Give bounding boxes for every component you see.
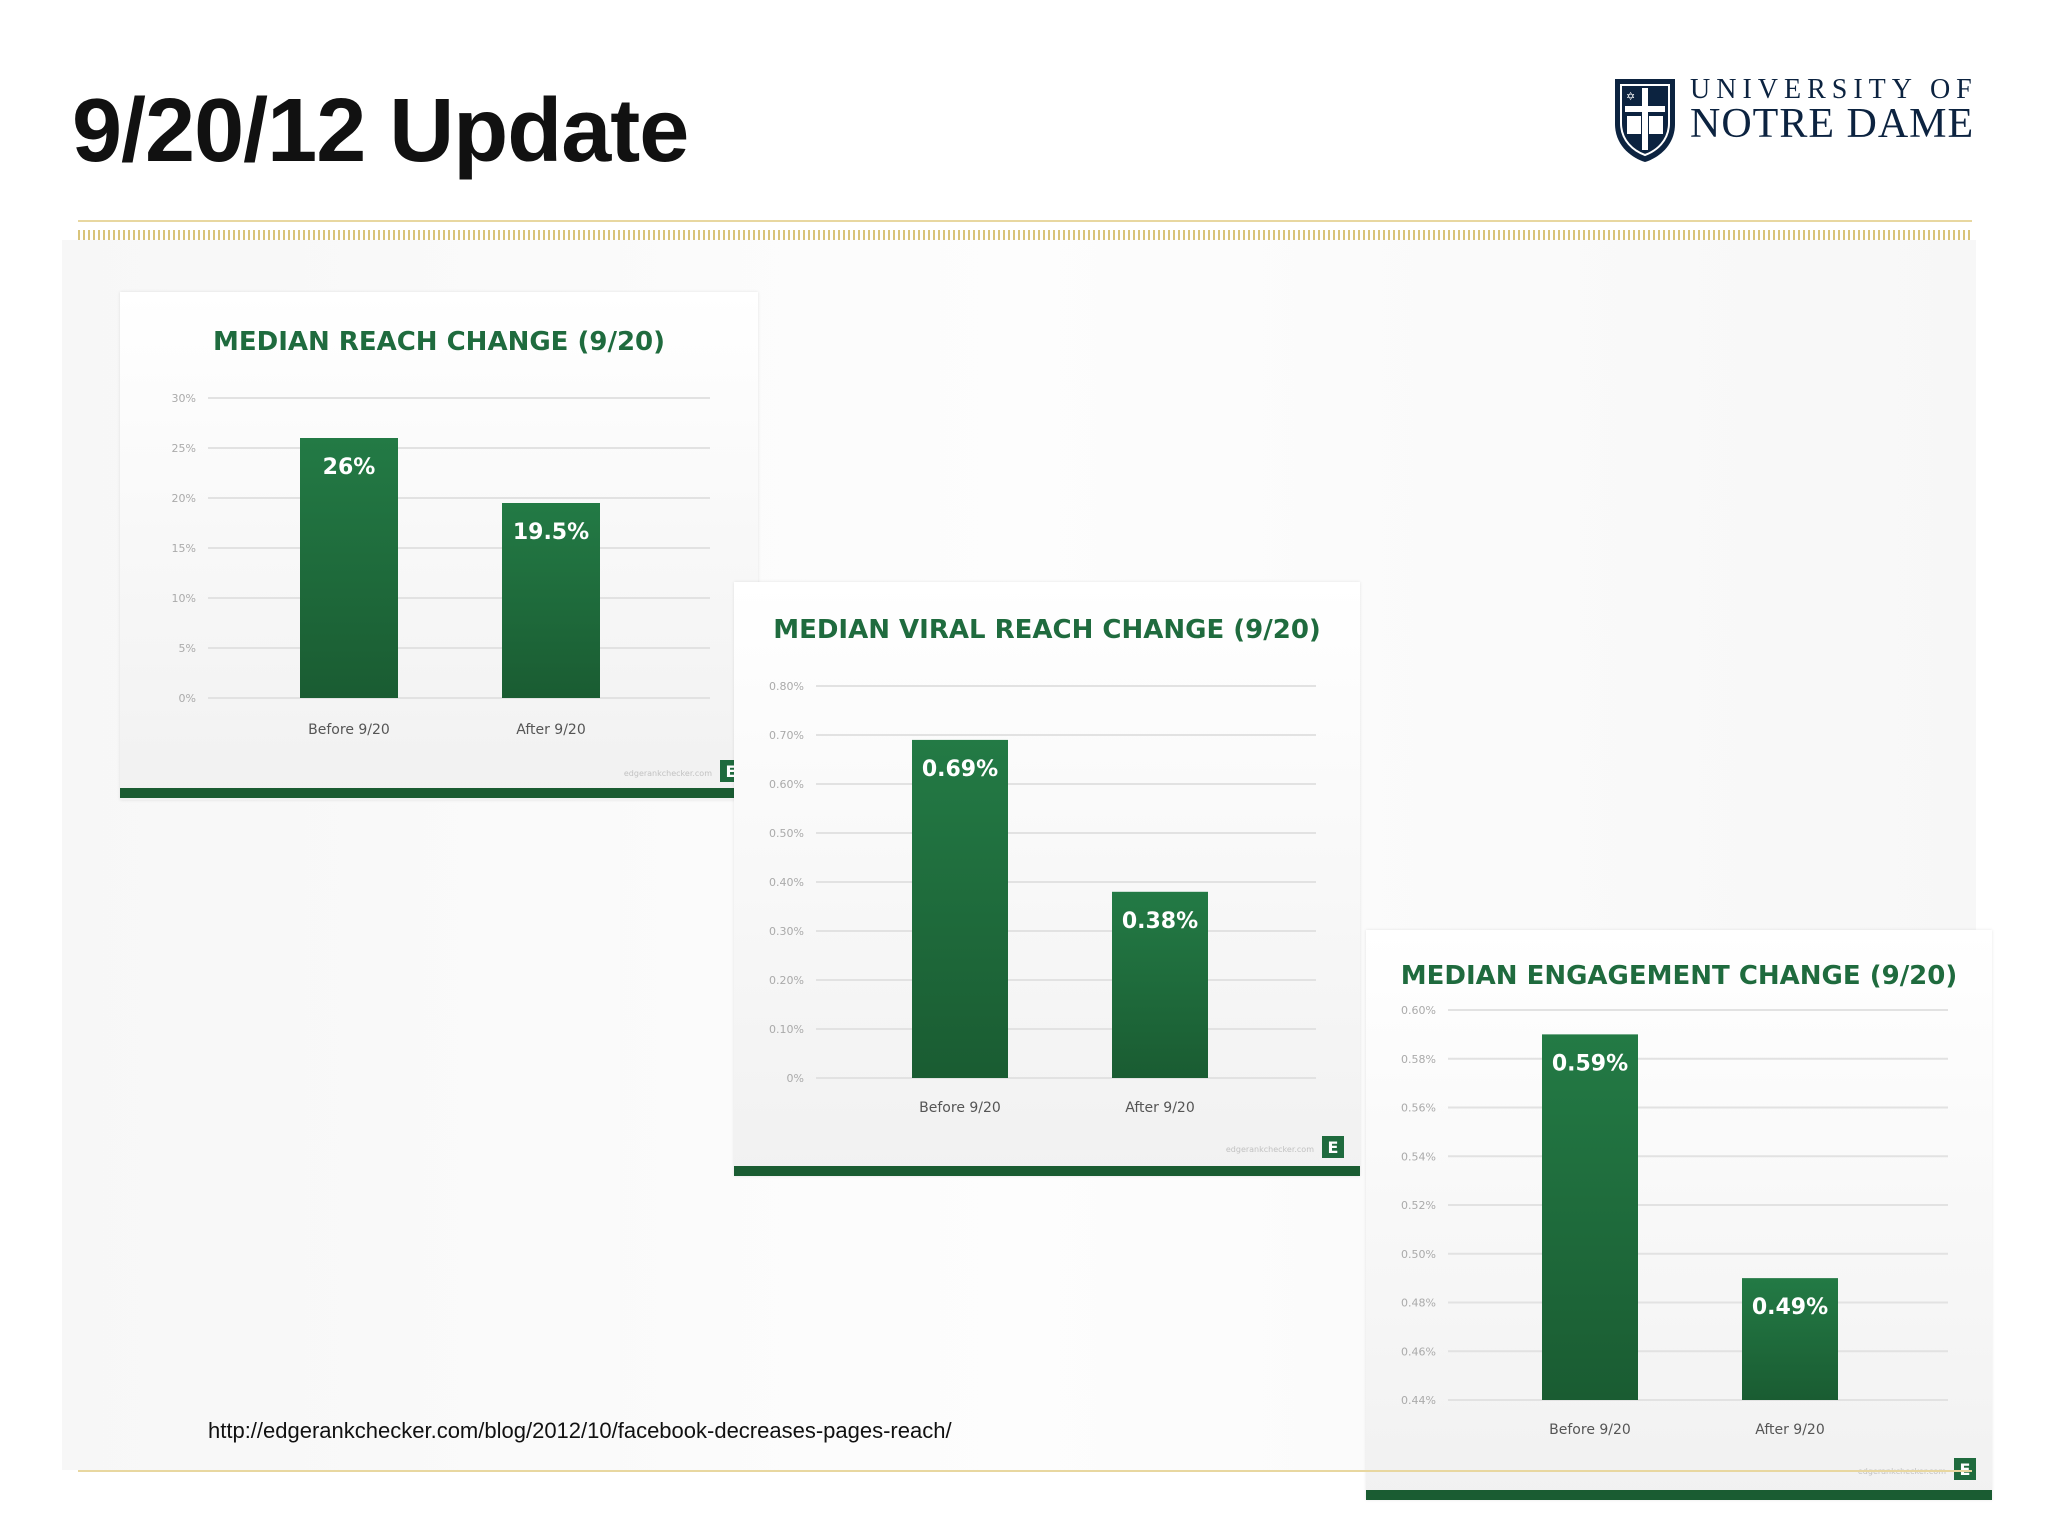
chart-median-viral-reach-change: MEDIAN VIRAL REACH CHANGE (9/20) 0% 0.10% 0… [734,582,1360,1176]
y-tick-label: 0.46% [1401,1345,1436,1358]
y-tick-label: 0.40% [769,876,804,889]
y-tick-label: 0.54% [1401,1150,1436,1163]
category-label: After 9/20 [1755,1422,1825,1438]
y-tick-label: 10% [172,592,196,605]
edgerank-e-icon [1322,1136,1344,1158]
y-tick-label: 20% [172,492,196,505]
bar-after [1742,1278,1838,1400]
y-tick-label: 15% [172,542,196,555]
chart-bottom-stripe [1366,1490,1992,1500]
gold-header-rule [78,220,1972,240]
y-tick-label: 0.58% [1401,1053,1436,1066]
source-url-text[interactable]: http://edgerankchecker.com/blog/2012/10/… [208,1418,952,1443]
y-tick-label: 0.52% [1401,1199,1436,1212]
bar-value-label: 0.59% [1552,1051,1628,1076]
slide-title: 9/20/12 Update [72,81,689,181]
y-tick-label: 0.48% [1401,1297,1436,1310]
y-tick-label: 30% [172,392,196,405]
y-tick-label: 0.30% [769,925,804,938]
bar-before [300,438,398,698]
y-tick-label: 25% [172,442,196,455]
y-tick-label: 0.70% [769,729,804,742]
chart-footer-credit: edgerankchecker.com [1226,1145,1314,1154]
bar-value-label: 19.5% [513,520,589,545]
edgerank-e-icon [1954,1458,1976,1480]
bar-before [912,739,1008,1078]
category-label: Before 9/20 [1549,1422,1631,1438]
bar-after [1112,891,1208,1078]
y-tick-label: 0% [787,1072,804,1085]
y-tick-label: 5% [179,642,196,655]
logo-line-notre-dame: NOTRE DAME [1690,101,1975,147]
chart-bottom-stripe [734,1166,1360,1176]
y-tick-label: 0.56% [1401,1102,1436,1115]
bar-value-label: 0.49% [1752,1295,1828,1320]
chart-median-reach-change: MEDIAN REACH CHANGE (9/20) 0% 5% 10% 15% 20% 2… [120,292,758,800]
category-label: After 9/20 [1125,1100,1195,1116]
chart-median-engagement-change-svg: MEDIAN ENGAGEMENT CHANGE (9/20) 0.44% 0.46… [1366,930,1992,1500]
chart-bottom-stripe [120,788,758,798]
chart-title: MEDIAN VIRAL REACH CHANGE (9/20) [773,615,1321,645]
gold-footer-rule [78,1470,1972,1472]
y-tick-label: 0.80% [769,680,804,693]
chart-card-background [1366,930,1992,1500]
chart-median-engagement-change: MEDIAN ENGAGEMENT CHANGE (9/20) 0.44% 0.46… [1366,930,1992,1500]
bar-value-label: 26% [323,455,376,480]
bar-before [1542,1034,1638,1400]
logo-line-university-of: UNIVERSITY OF [1690,74,1978,105]
y-tick-label: 0.60% [1401,1004,1436,1017]
y-tick-label: 0.44% [1401,1394,1436,1407]
category-label: After 9/20 [516,722,586,738]
notre-dame-shield-icon: ✡ [1615,79,1675,162]
bar-after [502,503,600,698]
y-tick-label: 0.20% [769,974,804,987]
chart-title: MEDIAN REACH CHANGE (9/20) [213,327,665,357]
edgerank-e-mark: E [1960,1460,1971,1479]
chart-median-viral-reach-change-svg: MEDIAN VIRAL REACH CHANGE (9/20) 0% 0.10% 0… [734,582,1360,1176]
y-tick-label: 0.10% [769,1023,804,1036]
chart-title: MEDIAN ENGAGEMENT CHANGE (9/20) [1401,961,1958,991]
y-tick-label: 0% [179,692,196,705]
chart-footer-credit: edgerankchecker.com [624,769,712,778]
edgerank-e-mark: E [1328,1138,1339,1157]
y-tick-label: 0.60% [769,778,804,791]
bar-value-label: 0.38% [1122,909,1198,934]
chart-card-background [734,582,1360,1176]
y-tick-label: 0.50% [769,827,804,840]
category-label: Before 9/20 [919,1100,1001,1116]
chart-median-reach-change-svg: MEDIAN REACH CHANGE (9/20) 0% 5% 10% 15% 20% 2… [120,292,758,800]
y-tick-label: 0.50% [1401,1248,1436,1261]
edgerank-e-mark: E [726,762,737,781]
university-logo: ✡ UNIVERSITY OF NOTRE DAME [1612,74,1975,164]
category-label: Before 9/20 [308,722,390,738]
chart-card-background [120,292,758,800]
svg-text:✡: ✡ [1626,90,1635,103]
bar-value-label: 0.69% [922,757,998,782]
